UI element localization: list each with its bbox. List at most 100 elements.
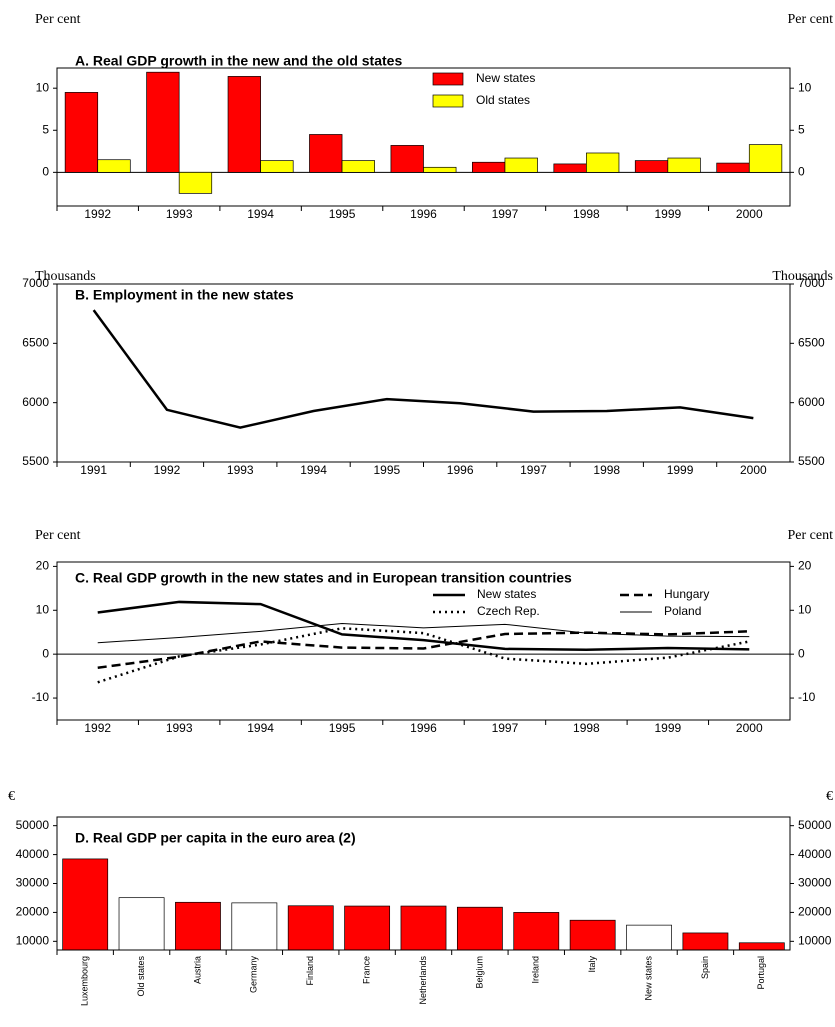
y-tick-label: 0 <box>42 646 49 660</box>
bar <box>62 858 109 951</box>
y-tick-label: 10 <box>798 602 812 616</box>
bar <box>513 912 560 951</box>
x-tick-label: Belgium <box>474 956 484 989</box>
x-tick-label: 1994 <box>247 721 274 735</box>
x-tick-label: 1993 <box>227 463 254 477</box>
plot-frame <box>56 67 791 207</box>
x-tick-label: 1999 <box>654 721 681 735</box>
y-tick-label: 20 <box>798 559 812 573</box>
x-tick-label: 1996 <box>410 721 437 735</box>
x-tick-label: 2000 <box>736 207 763 221</box>
x-tick-label: 2000 <box>736 721 763 735</box>
y-tick-label: -10 <box>798 690 816 704</box>
legend-label: Old states <box>476 93 530 107</box>
bar <box>667 157 701 173</box>
line <box>97 622 750 644</box>
y-tick-label: 40000 <box>16 847 50 861</box>
plot-frame <box>56 561 791 721</box>
x-tick-label: Spain <box>700 956 710 979</box>
x-tick-label: 1994 <box>247 207 274 221</box>
x-tick-label: 1991 <box>80 463 107 477</box>
line <box>97 630 750 670</box>
bar <box>682 932 729 951</box>
bar <box>341 160 375 173</box>
y-tick-label: 6500 <box>798 336 825 350</box>
bar <box>553 163 587 173</box>
unit-label: Per cent <box>35 528 81 543</box>
unit-label: € <box>8 789 15 804</box>
y-tick-label: 7000 <box>22 276 49 290</box>
x-tick-label: Ireland <box>531 956 541 984</box>
y-tick-label: 40000 <box>798 847 832 861</box>
bar <box>472 161 506 173</box>
y-tick-label: 10 <box>798 80 812 94</box>
legend-swatch <box>432 94 464 108</box>
x-tick-label: Netherlands <box>418 956 428 1005</box>
y-tick-label: 20000 <box>16 905 50 919</box>
x-tick-label: Austria <box>192 956 202 984</box>
bar <box>287 905 334 951</box>
y-tick-label: 0 <box>798 165 805 179</box>
bar <box>423 166 457 173</box>
bar <box>309 134 343 173</box>
y-tick-label: 5 <box>798 122 805 136</box>
chart-title: D. Real GDP per capita in the euro area … <box>75 830 356 846</box>
bar <box>344 905 391 951</box>
bar <box>626 924 672 951</box>
chart-title: B. Employment in the new states <box>75 287 294 303</box>
bar <box>748 144 783 173</box>
unit-label: Per cent <box>35 12 81 27</box>
x-tick-label: New states <box>643 956 653 1001</box>
unit-label: Per cent <box>788 528 834 543</box>
y-tick-label: 6000 <box>22 395 49 409</box>
y-tick-label: 20 <box>36 559 50 573</box>
x-tick-label: Luxembourg <box>80 956 90 1006</box>
bar <box>738 942 785 951</box>
bar <box>227 76 261 173</box>
x-tick-label: 1999 <box>667 463 694 477</box>
bar <box>586 152 620 173</box>
y-tick-label: 5 <box>42 122 49 136</box>
bar <box>260 160 294 173</box>
legend-swatch <box>432 72 464 86</box>
y-tick-label: -10 <box>32 690 50 704</box>
x-tick-label: 2000 <box>740 463 767 477</box>
x-tick-label: 1993 <box>166 721 193 735</box>
unit-label: € <box>826 789 833 804</box>
legend-label: New states <box>477 587 536 601</box>
y-tick-label: 0 <box>42 165 49 179</box>
x-tick-label: 1992 <box>154 463 181 477</box>
y-tick-label: 10 <box>36 602 50 616</box>
bar <box>231 902 278 951</box>
y-tick-label: 6000 <box>798 395 825 409</box>
bar <box>400 905 447 951</box>
y-tick-label: 6500 <box>22 336 49 350</box>
y-tick-label: 10000 <box>16 933 50 947</box>
plot-frame <box>56 816 791 951</box>
y-tick-label: 5500 <box>22 454 49 468</box>
x-tick-label: 1998 <box>573 207 600 221</box>
x-tick-label: 1992 <box>84 721 111 735</box>
x-tick-label: Portugal <box>756 956 766 990</box>
y-tick-label: 0 <box>798 646 805 660</box>
x-tick-label: 1995 <box>329 207 356 221</box>
x-tick-label: 1993 <box>166 207 193 221</box>
x-tick-label: 1992 <box>84 207 111 221</box>
x-tick-label: 1995 <box>329 721 356 735</box>
x-tick-label: Finland <box>305 956 315 986</box>
x-tick-label: Old states <box>136 956 146 997</box>
y-tick-label: 5500 <box>798 454 825 468</box>
bar <box>716 162 750 173</box>
bar <box>504 157 538 173</box>
bar <box>456 906 503 951</box>
x-tick-label: 1995 <box>373 463 400 477</box>
legend-label: Hungary <box>664 587 709 601</box>
plot-frame <box>56 283 791 463</box>
x-tick-label: 1997 <box>492 721 519 735</box>
x-tick-label: 1996 <box>410 207 437 221</box>
y-tick-label: 30000 <box>16 876 50 890</box>
bar <box>118 897 165 951</box>
legend-label: New states <box>476 71 535 85</box>
